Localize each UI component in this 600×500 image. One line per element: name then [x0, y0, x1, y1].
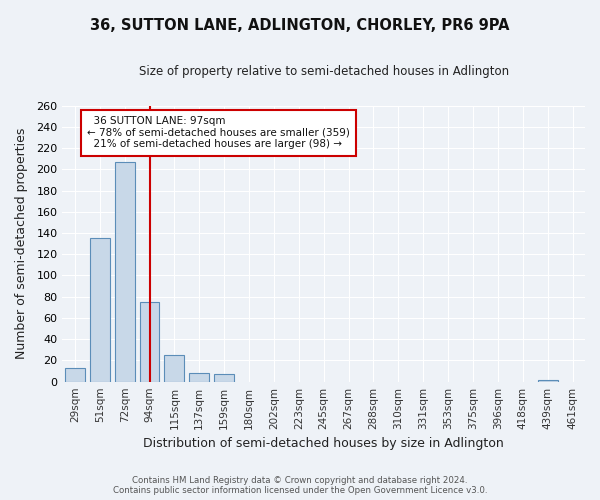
Y-axis label: Number of semi-detached properties: Number of semi-detached properties — [15, 128, 28, 360]
Bar — [214, 374, 234, 382]
Text: Contains HM Land Registry data © Crown copyright and database right 2024.
Contai: Contains HM Land Registry data © Crown c… — [113, 476, 487, 495]
Bar — [115, 162, 134, 382]
Text: 36 SUTTON LANE: 97sqm
← 78% of semi-detached houses are smaller (359)
  21% of s: 36 SUTTON LANE: 97sqm ← 78% of semi-deta… — [88, 116, 350, 150]
Bar — [65, 368, 85, 382]
Text: 36, SUTTON LANE, ADLINGTON, CHORLEY, PR6 9PA: 36, SUTTON LANE, ADLINGTON, CHORLEY, PR6… — [90, 18, 510, 32]
Bar — [190, 373, 209, 382]
Bar — [90, 238, 110, 382]
Bar — [140, 302, 160, 382]
Bar — [538, 380, 557, 382]
Bar — [164, 355, 184, 382]
X-axis label: Distribution of semi-detached houses by size in Adlington: Distribution of semi-detached houses by … — [143, 437, 504, 450]
Title: Size of property relative to semi-detached houses in Adlington: Size of property relative to semi-detach… — [139, 65, 509, 78]
